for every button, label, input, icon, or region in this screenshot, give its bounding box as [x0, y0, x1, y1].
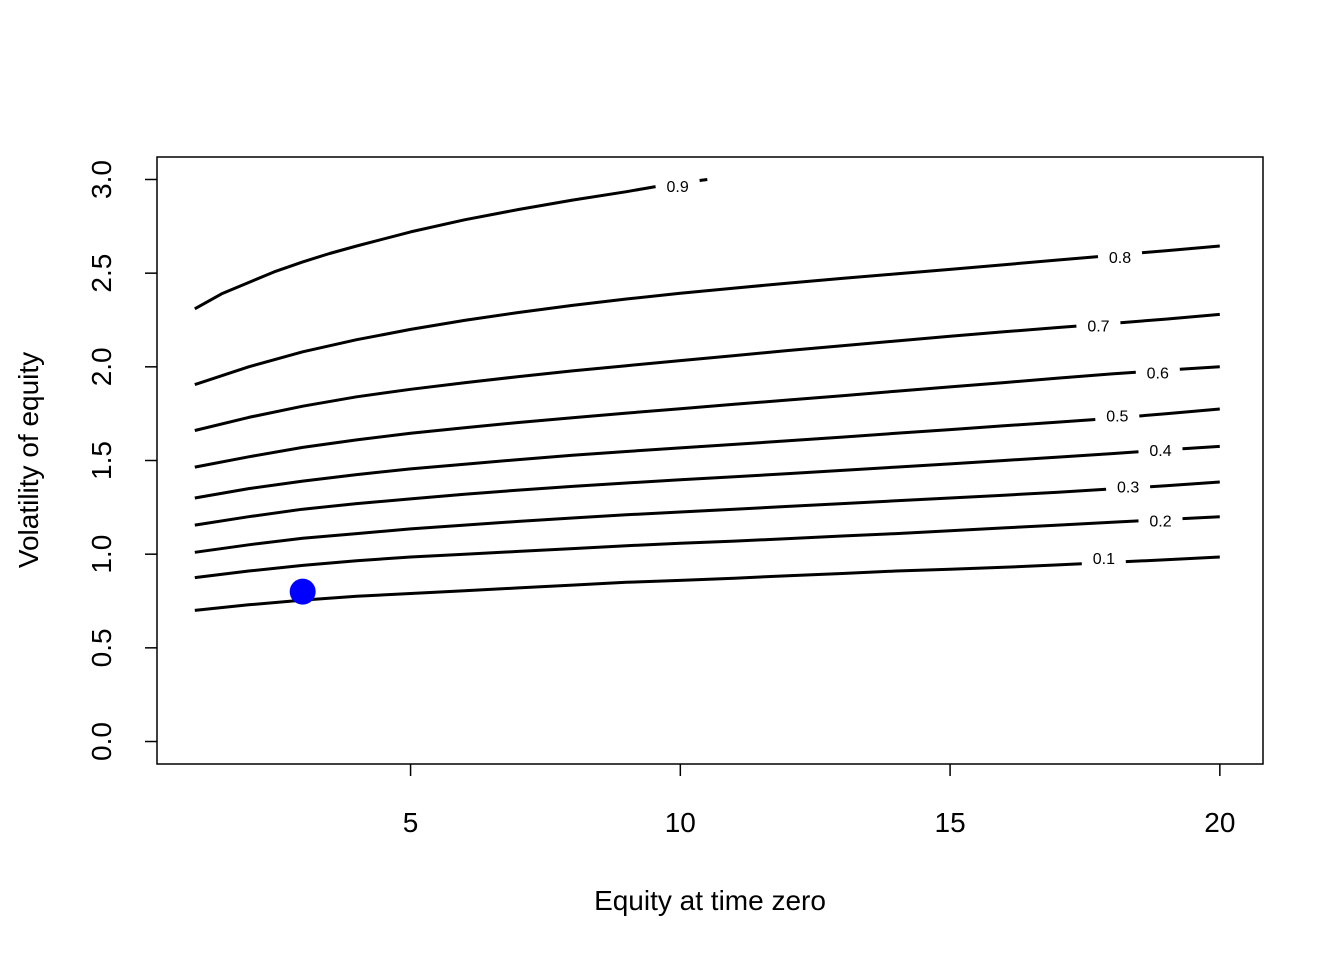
contour-line-0.3	[194, 487, 1107, 554]
y-tick-label: 0.0	[86, 722, 117, 761]
contour-line-0.7	[194, 324, 1077, 432]
contour-line-0.9	[194, 185, 656, 311]
contour-label-0.2: 0.2	[1149, 513, 1171, 530]
contour-line-0.1	[194, 562, 1082, 612]
contour-label-0.1: 0.1	[1093, 551, 1115, 568]
y-tick-label: 1.5	[86, 441, 117, 480]
contour-line-0.8	[194, 255, 1099, 387]
contour-labels: 0.1 0.2 0.3 0.4 0.5 0.6 0.7 0.8 0.9	[667, 179, 1172, 568]
y-axis: 0.0 0.5 1.0 1.5 2.0 2.5 3.0	[86, 160, 157, 761]
x-tick-label: 10	[665, 807, 696, 838]
y-tick-label: 2.5	[86, 254, 117, 293]
contour-line-0.1	[1125, 555, 1220, 564]
contour-label-0.8: 0.8	[1109, 250, 1131, 267]
x-axis: 5 10 15 20	[403, 764, 1235, 838]
contour-label-0.9: 0.9	[667, 179, 689, 196]
contour-label-0.4: 0.4	[1149, 443, 1171, 460]
contour-line-0.4	[194, 450, 1139, 527]
data-point-marker	[289, 578, 316, 605]
x-axis-label: Equity at time zero	[594, 885, 826, 916]
contour-line-0.6	[194, 370, 1136, 469]
data-points	[289, 578, 316, 605]
contour-line-0.9	[699, 178, 708, 182]
contour-label-0.7: 0.7	[1087, 319, 1109, 336]
contour-line-0.3	[1150, 480, 1220, 489]
x-tick-label: 5	[403, 807, 419, 838]
contour-line-0.5	[1139, 407, 1220, 418]
plot-frame	[156, 156, 1264, 765]
contour-line-0.2	[1182, 515, 1220, 521]
contour-line-0.8	[1141, 244, 1220, 255]
y-tick-label: 1.0	[86, 535, 117, 574]
contour-line-0.4	[1182, 444, 1220, 451]
contour-lines	[194, 178, 1220, 612]
y-tick-label: 3.0	[86, 160, 117, 199]
x-tick-label: 15	[935, 807, 966, 838]
y-tick-label: 0.5	[86, 628, 117, 667]
y-tick-label: 2.0	[86, 347, 117, 386]
contour-line-0.7	[1120, 312, 1220, 325]
contour-label-0.5: 0.5	[1106, 409, 1128, 426]
contour-label-0.6: 0.6	[1147, 365, 1169, 382]
contour-line-0.2	[194, 519, 1139, 580]
contour-label-0.3: 0.3	[1117, 480, 1139, 497]
contour-line-0.6	[1179, 365, 1220, 371]
y-axis-label: Volatility of equity	[13, 352, 44, 568]
contour-line-0.5	[194, 418, 1096, 500]
x-tick-label: 20	[1204, 807, 1235, 838]
